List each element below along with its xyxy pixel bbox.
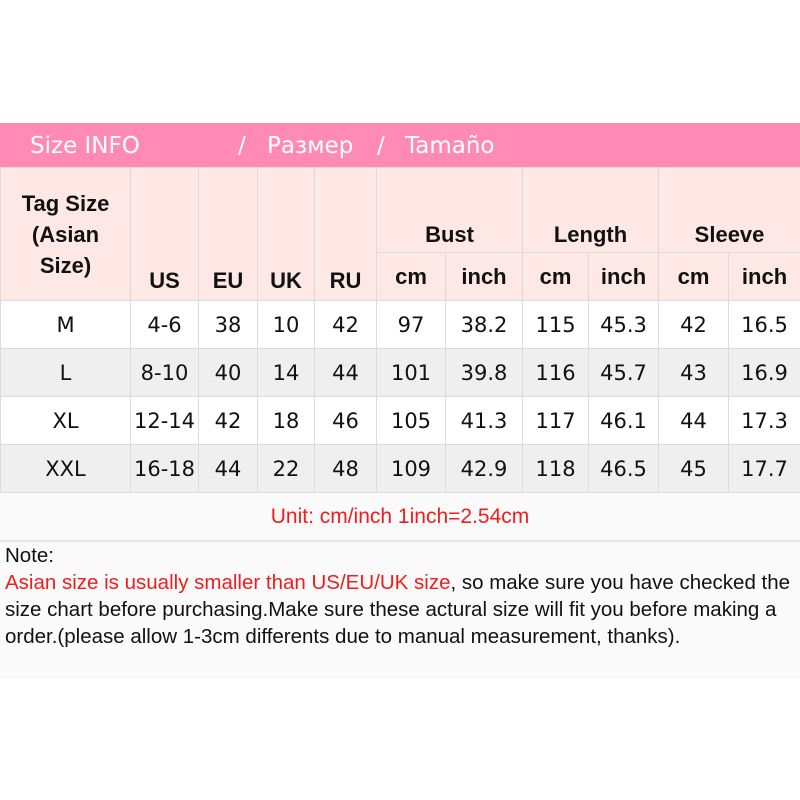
separator: / [377, 133, 385, 159]
table-cell: 117 [522, 396, 590, 445]
table-cell: 45.3 [588, 300, 660, 349]
header-bust: Bust [375, 167, 524, 253]
table-cell: 105 [376, 396, 446, 445]
note-text: , so make sure you have checked the size… [5, 571, 791, 648]
unit-note: Unit: cm/inch 1inch=2.54cm [0, 493, 800, 542]
header-inch: inch [444, 252, 524, 301]
header-ru: RU [314, 167, 377, 301]
header-eu: EU [198, 167, 258, 301]
table-cell: 42 [658, 300, 730, 349]
title-en: Size INFO [30, 133, 140, 159]
title-banner: Size INFO / Размер / Tamaño [0, 123, 800, 167]
table-row: L 8-10 40 14 44 101 39.8 116 45.7 43 16.9 [0, 348, 800, 397]
table-cell: 116 [522, 348, 590, 397]
table-cell: 42 [314, 300, 377, 349]
table-cell: 48 [314, 444, 377, 493]
header-inch: inch [728, 252, 800, 301]
table-cell: 16.5 [728, 300, 800, 349]
table-cell: L [0, 348, 131, 397]
table-cell: 42 [198, 396, 258, 445]
note-warning: Asian size is usually smaller than US/EU… [5, 571, 451, 594]
size-table: Tag Size (Asian Size) US EU UK RU Bust Len… [0, 167, 800, 493]
header-uk: UK [257, 167, 315, 301]
table-cell: 43 [658, 348, 730, 397]
table-cell: 14 [257, 348, 315, 397]
table-cell: 10 [257, 300, 315, 349]
table-cell: 45 [658, 444, 730, 493]
header-length: Length [522, 167, 660, 253]
table-cell: 22 [257, 444, 315, 493]
header-tag-line: (Asian [31, 221, 100, 247]
note-label: Note: [5, 544, 54, 567]
table-cell: 18 [257, 396, 315, 445]
table-cell: 4-6 [130, 300, 199, 349]
table-cell: 42.9 [444, 444, 524, 493]
header-tag-line: Size) [39, 252, 92, 278]
table-cell: 17.7 [728, 444, 800, 493]
table-cell: 17.3 [728, 396, 800, 445]
table-cell: 16.9 [728, 348, 800, 397]
table-row: XXL 16-18 44 22 48 109 42.9 118 46.5 45 17.7 [0, 444, 800, 493]
header-cm: cm [376, 252, 446, 301]
table-cell: 46.5 [588, 444, 660, 493]
table-cell: 109 [376, 444, 446, 493]
table-cell: 39.8 [444, 348, 524, 397]
title-es: Tamaño [405, 133, 495, 159]
table-cell: 118 [522, 444, 590, 493]
header-sleeve: Sleeve [658, 167, 800, 253]
table-row: M 4-6 38 10 42 97 38.2 115 45.3 42 16.5 [0, 300, 800, 349]
table-cell: 46 [314, 396, 377, 445]
table-cell: XXL [0, 444, 131, 493]
table-cell: 44 [658, 396, 730, 445]
title-ru: Размер [267, 133, 354, 159]
header-cm: cm [522, 252, 590, 301]
header-tag-size: Tag Size (Asian Size) [0, 167, 131, 301]
table-cell: 115 [522, 300, 590, 349]
table-cell: 44 [198, 444, 258, 493]
table-cell: 45.7 [588, 348, 660, 397]
table-cell: 101 [376, 348, 446, 397]
header-us: US [130, 167, 199, 301]
table-cell: 41.3 [444, 396, 524, 445]
separator: / [238, 133, 246, 159]
table-row: XL 12-14 42 18 46 105 41.3 117 46.1 44 17.3 [0, 396, 800, 445]
header-inch: inch [588, 252, 660, 301]
note-body: Asian size is usually smaller than US/EU… [5, 569, 800, 650]
note-section: Note: Asian size is usually smaller than… [0, 542, 800, 679]
table-cell: 38 [198, 300, 258, 349]
table-cell: 44 [314, 348, 377, 397]
table-cell: 8-10 [130, 348, 199, 397]
table-cell: 46.1 [588, 396, 660, 445]
header-cm: cm [658, 252, 730, 301]
table-cell: M [0, 300, 131, 349]
table-cell: 40 [198, 348, 258, 397]
table-cell: XL [0, 396, 131, 445]
table-cell: 97 [376, 300, 446, 349]
header-tag-line: Tag Size [21, 190, 110, 216]
table-cell: 38.2 [444, 300, 524, 349]
table-cell: 12-14 [130, 396, 199, 445]
table-cell: 16-18 [130, 444, 199, 493]
